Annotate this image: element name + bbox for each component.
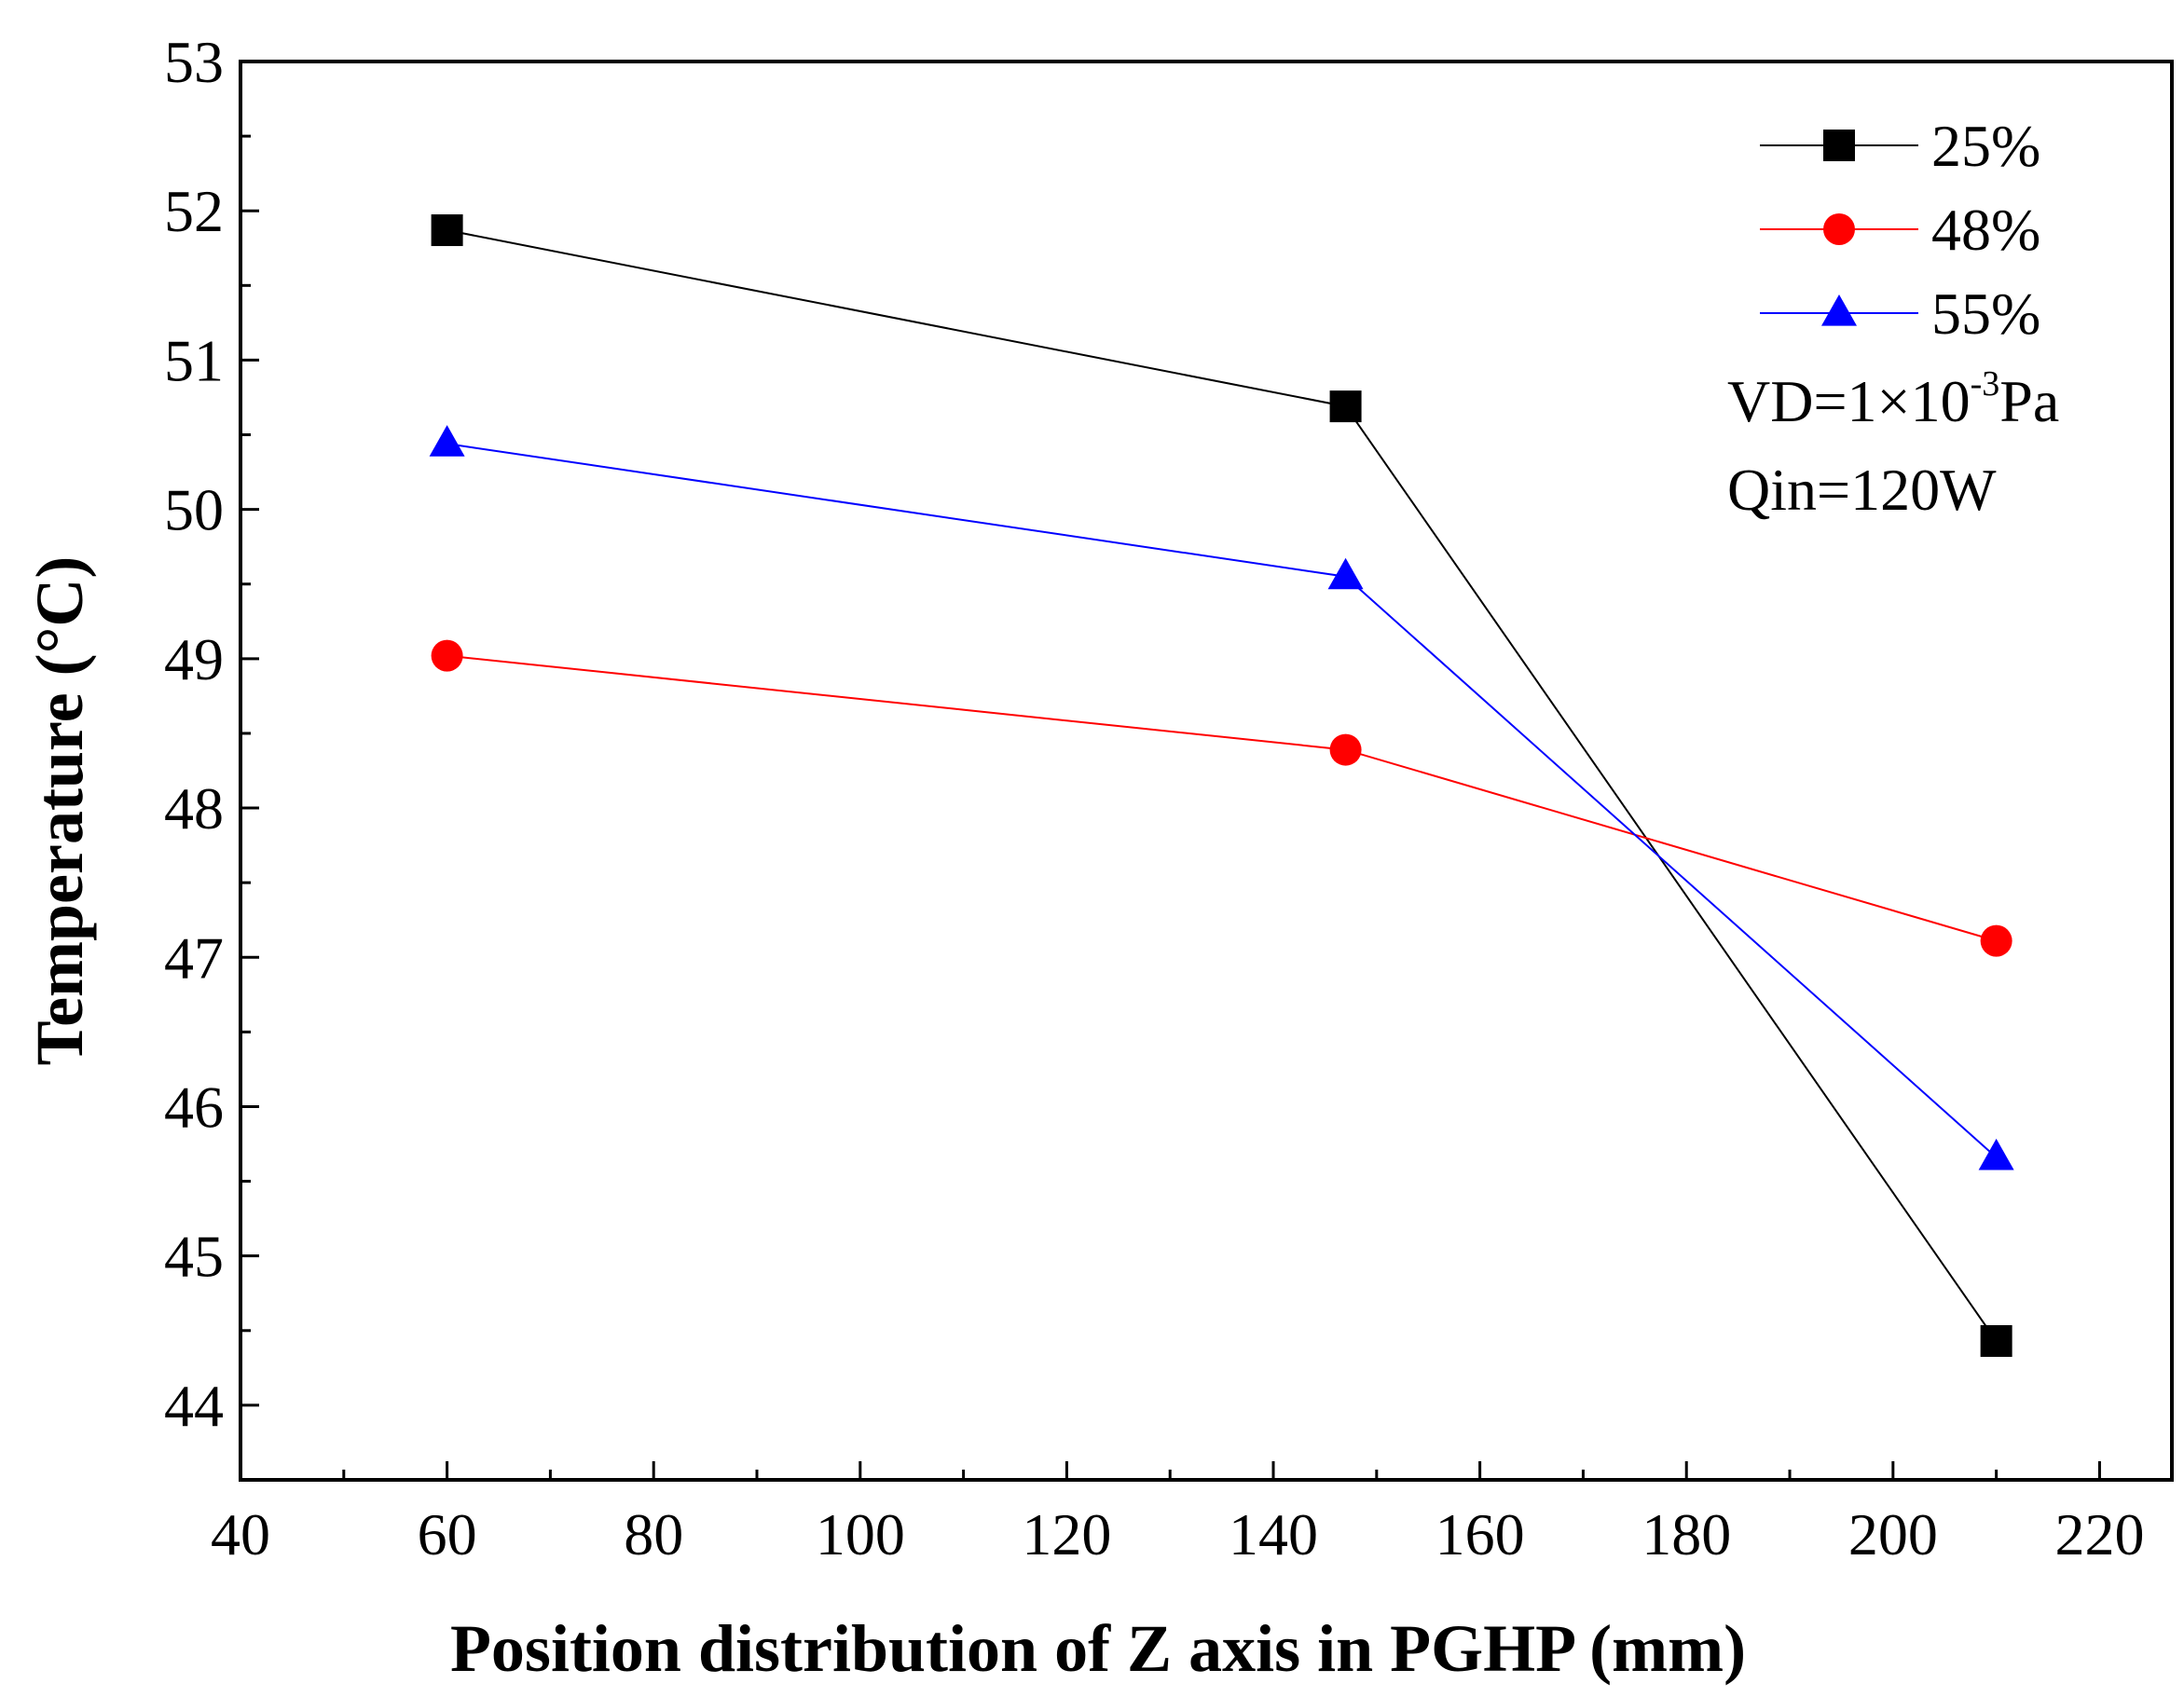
data-point-triangle	[1978, 1138, 2014, 1170]
series-48pct	[431, 639, 2012, 957]
y-tick-label: 51	[164, 327, 224, 393]
series-25pct	[431, 214, 2012, 1358]
annotation-qin: Qin=120W	[1727, 457, 1997, 523]
y-axis-title: Temperature (°C)	[22, 556, 97, 1066]
data-point-circle	[1329, 733, 1362, 766]
y-tick-label: 49	[164, 626, 224, 692]
y-tick-label: 45	[164, 1224, 224, 1290]
x-tick-label: 220	[2054, 1501, 2144, 1567]
legend-marker-triangle	[1821, 294, 1857, 326]
x-tick-label: 200	[1848, 1501, 1938, 1567]
legend: 25% 48% 55%	[1760, 113, 2040, 347]
x-tick-label: 160	[1435, 1501, 1525, 1567]
series-line	[446, 654, 1997, 942]
series-55pct	[429, 425, 2014, 1170]
data-point-square	[431, 214, 463, 247]
legend-marker-square	[1823, 130, 1855, 161]
x-tick-label: 80	[624, 1501, 683, 1567]
x-tick-label: 100	[816, 1501, 905, 1567]
y-tick-label: 46	[164, 1074, 224, 1140]
legend-item: 48%	[1760, 197, 2040, 263]
data-point-circle	[431, 639, 463, 672]
y-tick-label: 47	[164, 924, 224, 991]
x-tick-label: 140	[1229, 1501, 1318, 1567]
legend-marker-circle	[1823, 213, 1855, 245]
data-point-circle	[1980, 924, 2012, 957]
data-point-triangle	[1327, 557, 1364, 590]
y-tick-label: 50	[164, 477, 224, 543]
x-tick-label: 120	[1022, 1501, 1111, 1567]
legend-item: 25%	[1760, 113, 2040, 179]
x-axis-ticks: 40 60 80 100 120 140 160 180 200 220	[211, 1461, 2144, 1567]
legend-item: 55%	[1760, 281, 2040, 347]
legend-label: 55%	[1931, 281, 2040, 347]
plot-border	[239, 60, 2174, 1482]
y-tick-label: 52	[164, 178, 224, 244]
data-point-triangle	[429, 425, 465, 457]
annotation-vd: VD=1×10-3Pa	[1727, 364, 2059, 434]
x-tick-label: 180	[1641, 1501, 1731, 1567]
x-tick-label: 60	[418, 1501, 477, 1567]
series-layer	[429, 214, 2014, 1358]
series-line	[446, 443, 1998, 1158]
plot-frame	[239, 60, 2174, 1482]
x-axis-title: Position distribution of Z axis in PGHP …	[450, 1611, 1746, 1686]
data-point-square	[1329, 390, 1362, 423]
y-tick-label: 53	[164, 29, 224, 95]
legend-label: 25%	[1931, 113, 2040, 179]
y-tick-label: 48	[164, 775, 224, 842]
y-axis-ticks: 44 45 46 47 48 49 50 51 52 53	[164, 29, 259, 1482]
legend-label: 48%	[1931, 197, 2040, 263]
x-tick-label: 40	[211, 1501, 270, 1567]
data-point-square	[1980, 1325, 2012, 1358]
y-tick-label: 44	[164, 1373, 224, 1439]
